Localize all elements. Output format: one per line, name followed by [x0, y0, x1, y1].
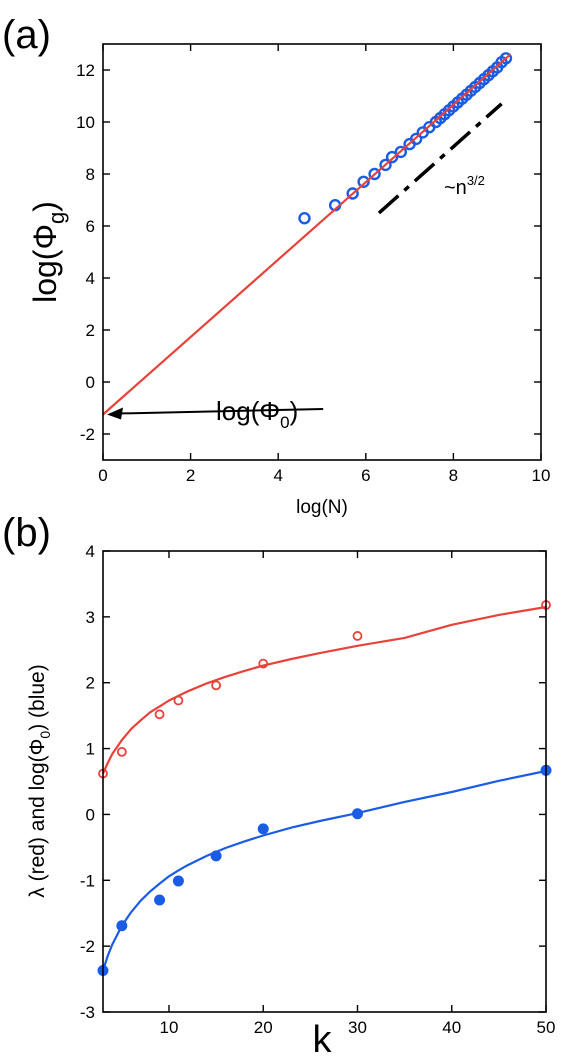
- panel-a: (a) 0 2 4 6 8 10 -2 0 2 4 6 8 10 12 log(N) log(Φg) lo…: [2, 13, 550, 518]
- panel-a-series-0-point: [499, 52, 513, 65]
- panel-b-series-0-point: [154, 709, 165, 720]
- panel-a-x-tick-label: 10: [532, 466, 551, 485]
- panel-a-x-tick-label: 2: [186, 466, 195, 485]
- phi0-annotation-arrow-head: [107, 407, 123, 420]
- panel-b-series-0-point: [211, 680, 222, 691]
- panel-b-y-tick-label: 3: [86, 608, 95, 627]
- panel-b-axes-box: [102, 550, 547, 1013]
- panel-a-x-axis-label: log(N): [296, 497, 348, 518]
- panel-b-y-tick-label: 0: [86, 805, 95, 824]
- panel-a-y-tick-label: 0: [86, 373, 95, 392]
- panel-b-y-tick-label: 1: [86, 740, 95, 759]
- panel-b-series-2-point: [172, 875, 184, 887]
- panel-a-y-tick-label: -2: [80, 425, 95, 444]
- panel-b-x-axis-label: k: [313, 1019, 333, 1057]
- panel-a-series-0-point: [368, 167, 381, 181]
- panel-b-x-tick-label: 30: [348, 1018, 367, 1037]
- panel-b-y-tick-label: -3: [80, 1003, 95, 1022]
- panel-a-x-tick-label: 4: [273, 466, 282, 485]
- panel-b-series-3-fit-curve: [101, 769, 547, 971]
- panel-a-series-0-point: [409, 132, 423, 146]
- panel-b-series-0-point: [116, 746, 127, 757]
- panel-a-slope-reference-line: [377, 102, 503, 215]
- panel-b-y-axis-label: λ (red) and log(Φ0) (blue): [26, 664, 53, 897]
- panel-b-y-tick-label: -1: [80, 871, 95, 890]
- panel-a-axes-box: [102, 43, 542, 461]
- panel-a-x-tick-label: 6: [361, 466, 370, 485]
- panel-a-series-0-point: [394, 145, 408, 159]
- panel-a-series-0-point: [298, 211, 311, 225]
- panel-a-y-tick-label: 4: [86, 269, 95, 288]
- panel-b-label: (b): [2, 511, 51, 555]
- phi0-annotation-label: log(Φ0): [216, 396, 298, 432]
- panel-a-label: (a): [2, 13, 51, 57]
- panel-a-x-tick-label: 8: [449, 466, 458, 485]
- panel-a-series-1-fit-line: [102, 53, 512, 416]
- panel-b-series-0-point: [352, 631, 363, 641]
- panel-b-y-tick-label: -2: [80, 937, 95, 956]
- phi0-annotation-arrow-shaft: [118, 408, 324, 415]
- panel-b-x-tick-label: 40: [442, 1018, 461, 1037]
- panel-a-y-axis-label: log(Φg): [27, 201, 69, 303]
- panel-a-y-tick-label: 10: [76, 113, 95, 132]
- panel-b-series-2-point: [257, 823, 269, 835]
- panel-a-series-0-point: [379, 158, 392, 172]
- panel-b-series-1-fit-curve: [101, 605, 547, 775]
- slope-annotation-label: ~n3/2: [444, 173, 485, 199]
- panel-a-y-tick-label: 8: [86, 165, 95, 184]
- panel-b-series-2-point: [154, 894, 166, 906]
- panel-a-y-tick-label: 6: [86, 217, 95, 236]
- panel-b-x-tick-label: 20: [254, 1018, 273, 1037]
- panel-a-y-tick-label: 12: [76, 61, 95, 80]
- panel-b-x-tick-label: 10: [160, 1018, 179, 1037]
- panel-a-series-0-point: [346, 187, 359, 200]
- panel-a-series-0-point: [385, 150, 399, 164]
- panel-b-x-tick-label: 50: [537, 1018, 556, 1037]
- panel-a-series-0-point: [357, 175, 370, 189]
- panel-b: (b) 10 20 30 40 50 -3 -2 -1 0 1 2 3 4 k λ (red) and …: [2, 511, 555, 1057]
- panel-b-y-tick-label: 4: [86, 542, 95, 561]
- panel-a-y-tick-label: 2: [86, 321, 95, 340]
- panel-b-y-tick-label: 2: [86, 674, 95, 693]
- panel-a-x-tick-label: 0: [98, 466, 107, 485]
